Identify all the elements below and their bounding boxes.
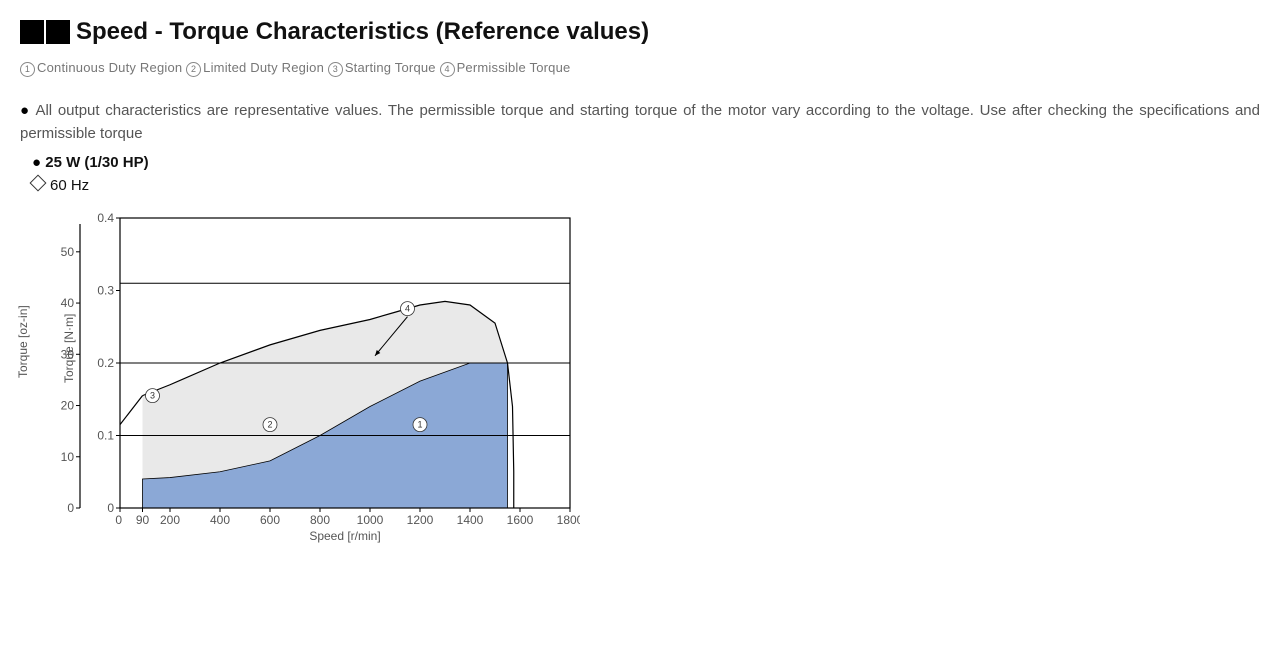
xtick-label: 1400 xyxy=(457,513,484,527)
power-rating: ● 25 W (1/30 HP) xyxy=(32,154,1260,171)
xtick-label: 1200 xyxy=(407,513,434,527)
legend-marker: 3 xyxy=(328,62,343,77)
legend: 1Continuous Duty Region 2Limited Duty Re… xyxy=(20,60,1260,77)
legend-label: Limited Duty Region xyxy=(203,60,328,75)
chart-svg: 123409020040060080010001200140016001800S… xyxy=(20,208,580,548)
ytick-nm-label: 0 xyxy=(107,501,114,515)
xtick-label: 400 xyxy=(210,513,230,527)
y-axis-label-nm: Torque [N·m] xyxy=(62,313,76,382)
ytick-nm-label: 0.1 xyxy=(97,428,114,442)
ytick-ozin-label: 40 xyxy=(61,296,75,310)
xtick-label: 200 xyxy=(160,513,180,527)
page-title: Speed - Torque Characteristics (Referenc… xyxy=(76,18,649,46)
bullet-icon: ● xyxy=(20,102,31,119)
legend-label: Starting Torque xyxy=(345,60,440,75)
y-axis-label-ozin: Torque [oz-in] xyxy=(16,305,30,378)
x-axis-label: Speed [r/min] xyxy=(309,529,380,543)
legend-label: Permissible Torque xyxy=(457,60,571,75)
hz-label: 60 Hz xyxy=(50,177,89,194)
diamond-icon xyxy=(30,174,47,191)
xtick-label: 0 xyxy=(115,513,122,527)
ytick-nm-label: 0.4 xyxy=(97,211,114,225)
ytick-ozin-label: 0 xyxy=(67,501,74,515)
frequency: 60 Hz xyxy=(32,177,1260,194)
note-body: All output characteristics are represent… xyxy=(20,102,1260,142)
power-label: 25 W (1/30 HP) xyxy=(45,154,148,171)
ytick-nm-label: 0.3 xyxy=(97,283,114,297)
xtick-label: 1800 xyxy=(557,513,580,527)
legend-marker: 1 xyxy=(20,62,35,77)
ytick-ozin-label: 20 xyxy=(61,398,75,412)
xtick-label: 1600 xyxy=(507,513,534,527)
xtick-label: 600 xyxy=(260,513,280,527)
page-title-row: Speed - Torque Characteristics (Referenc… xyxy=(20,18,1260,46)
legend-marker: 2 xyxy=(186,62,201,77)
xtick-label: 90 xyxy=(136,513,150,527)
speed-torque-chart: Torque [oz-in] Torque [N·m] 123409020040… xyxy=(20,208,580,548)
legend-label: Continuous Duty Region xyxy=(37,60,186,75)
region-label-num: 1 xyxy=(417,419,422,429)
region-label-num: 2 xyxy=(267,419,272,429)
legend-marker: 4 xyxy=(440,62,455,77)
note-text: ● All output characteristics are represe… xyxy=(20,99,1260,146)
starting-torque-line xyxy=(120,395,143,424)
title-marker-icon xyxy=(20,20,70,44)
ytick-ozin-label: 50 xyxy=(61,244,75,258)
bullet-icon: ● xyxy=(32,154,41,171)
ytick-ozin-label: 10 xyxy=(61,449,75,463)
xtick-label: 1000 xyxy=(357,513,384,527)
region-label-num: 4 xyxy=(405,303,410,313)
xtick-label: 800 xyxy=(310,513,330,527)
ytick-nm-label: 0.2 xyxy=(97,356,114,370)
region-label-num: 3 xyxy=(150,390,155,400)
